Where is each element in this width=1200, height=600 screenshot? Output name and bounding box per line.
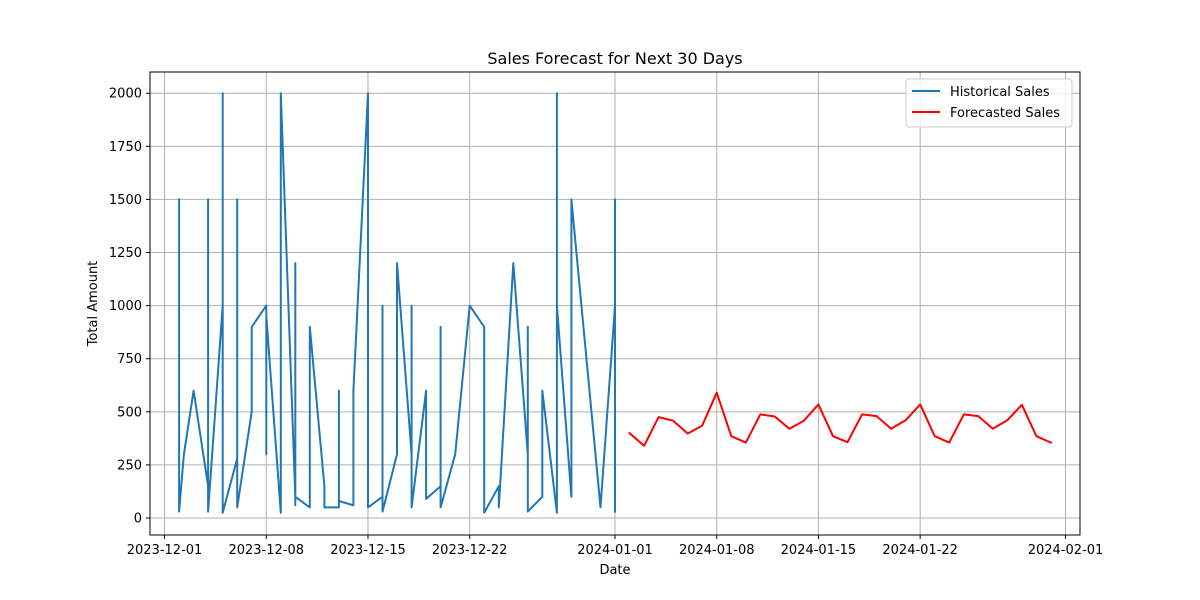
- y-tick-label: 1250: [109, 246, 142, 261]
- y-tick-label: 1500: [109, 193, 142, 208]
- x-tick-label: 2024-01-15: [781, 543, 857, 558]
- x-tick-label: 2024-01-08: [679, 543, 755, 558]
- legend-label-0: Historical Sales: [950, 85, 1050, 100]
- y-tick-label: 1750: [109, 140, 142, 155]
- series-line-0: [178, 92, 616, 514]
- legend: Historical Sales Forecasted Sales: [905, 78, 1073, 128]
- x-tick-label: 2023-12-08: [228, 543, 304, 558]
- legend-label-1: Forecasted Sales: [950, 106, 1060, 121]
- series-lines: [178, 92, 1053, 514]
- y-tick-label: 250: [117, 458, 142, 473]
- legend-box: [905, 78, 1073, 128]
- y-tick-label: 750: [117, 352, 142, 367]
- x-axis-label: Date: [599, 563, 630, 578]
- y-tick-label: 1000: [109, 299, 142, 314]
- y-tick-label: 500: [117, 405, 142, 420]
- series-line-1: [628, 391, 1053, 447]
- y-axis-ticks: 0 250 500 750 1000 1250 1500 1750 2000: [109, 87, 150, 527]
- x-axis-ticks: 2023-12-01 2023-12-08 2023-12-15 2023-12-22…: [127, 535, 1104, 558]
- chart-title: Sales Forecast for Next 30 Days: [487, 49, 742, 68]
- x-tick-label: 2023-12-22: [432, 543, 508, 558]
- y-tick-label: 2000: [109, 87, 142, 102]
- y-axis-label: Total Amount: [86, 261, 101, 348]
- x-tick-label: 2023-12-01: [127, 543, 203, 558]
- y-tick-label: 0: [134, 512, 142, 527]
- x-tick-label: 2024-02-01: [1028, 543, 1104, 558]
- x-tick-label: 2023-12-15: [330, 543, 406, 558]
- x-tick-label: 2024-01-01: [577, 543, 653, 558]
- x-tick-label: 2024-01-22: [882, 543, 958, 558]
